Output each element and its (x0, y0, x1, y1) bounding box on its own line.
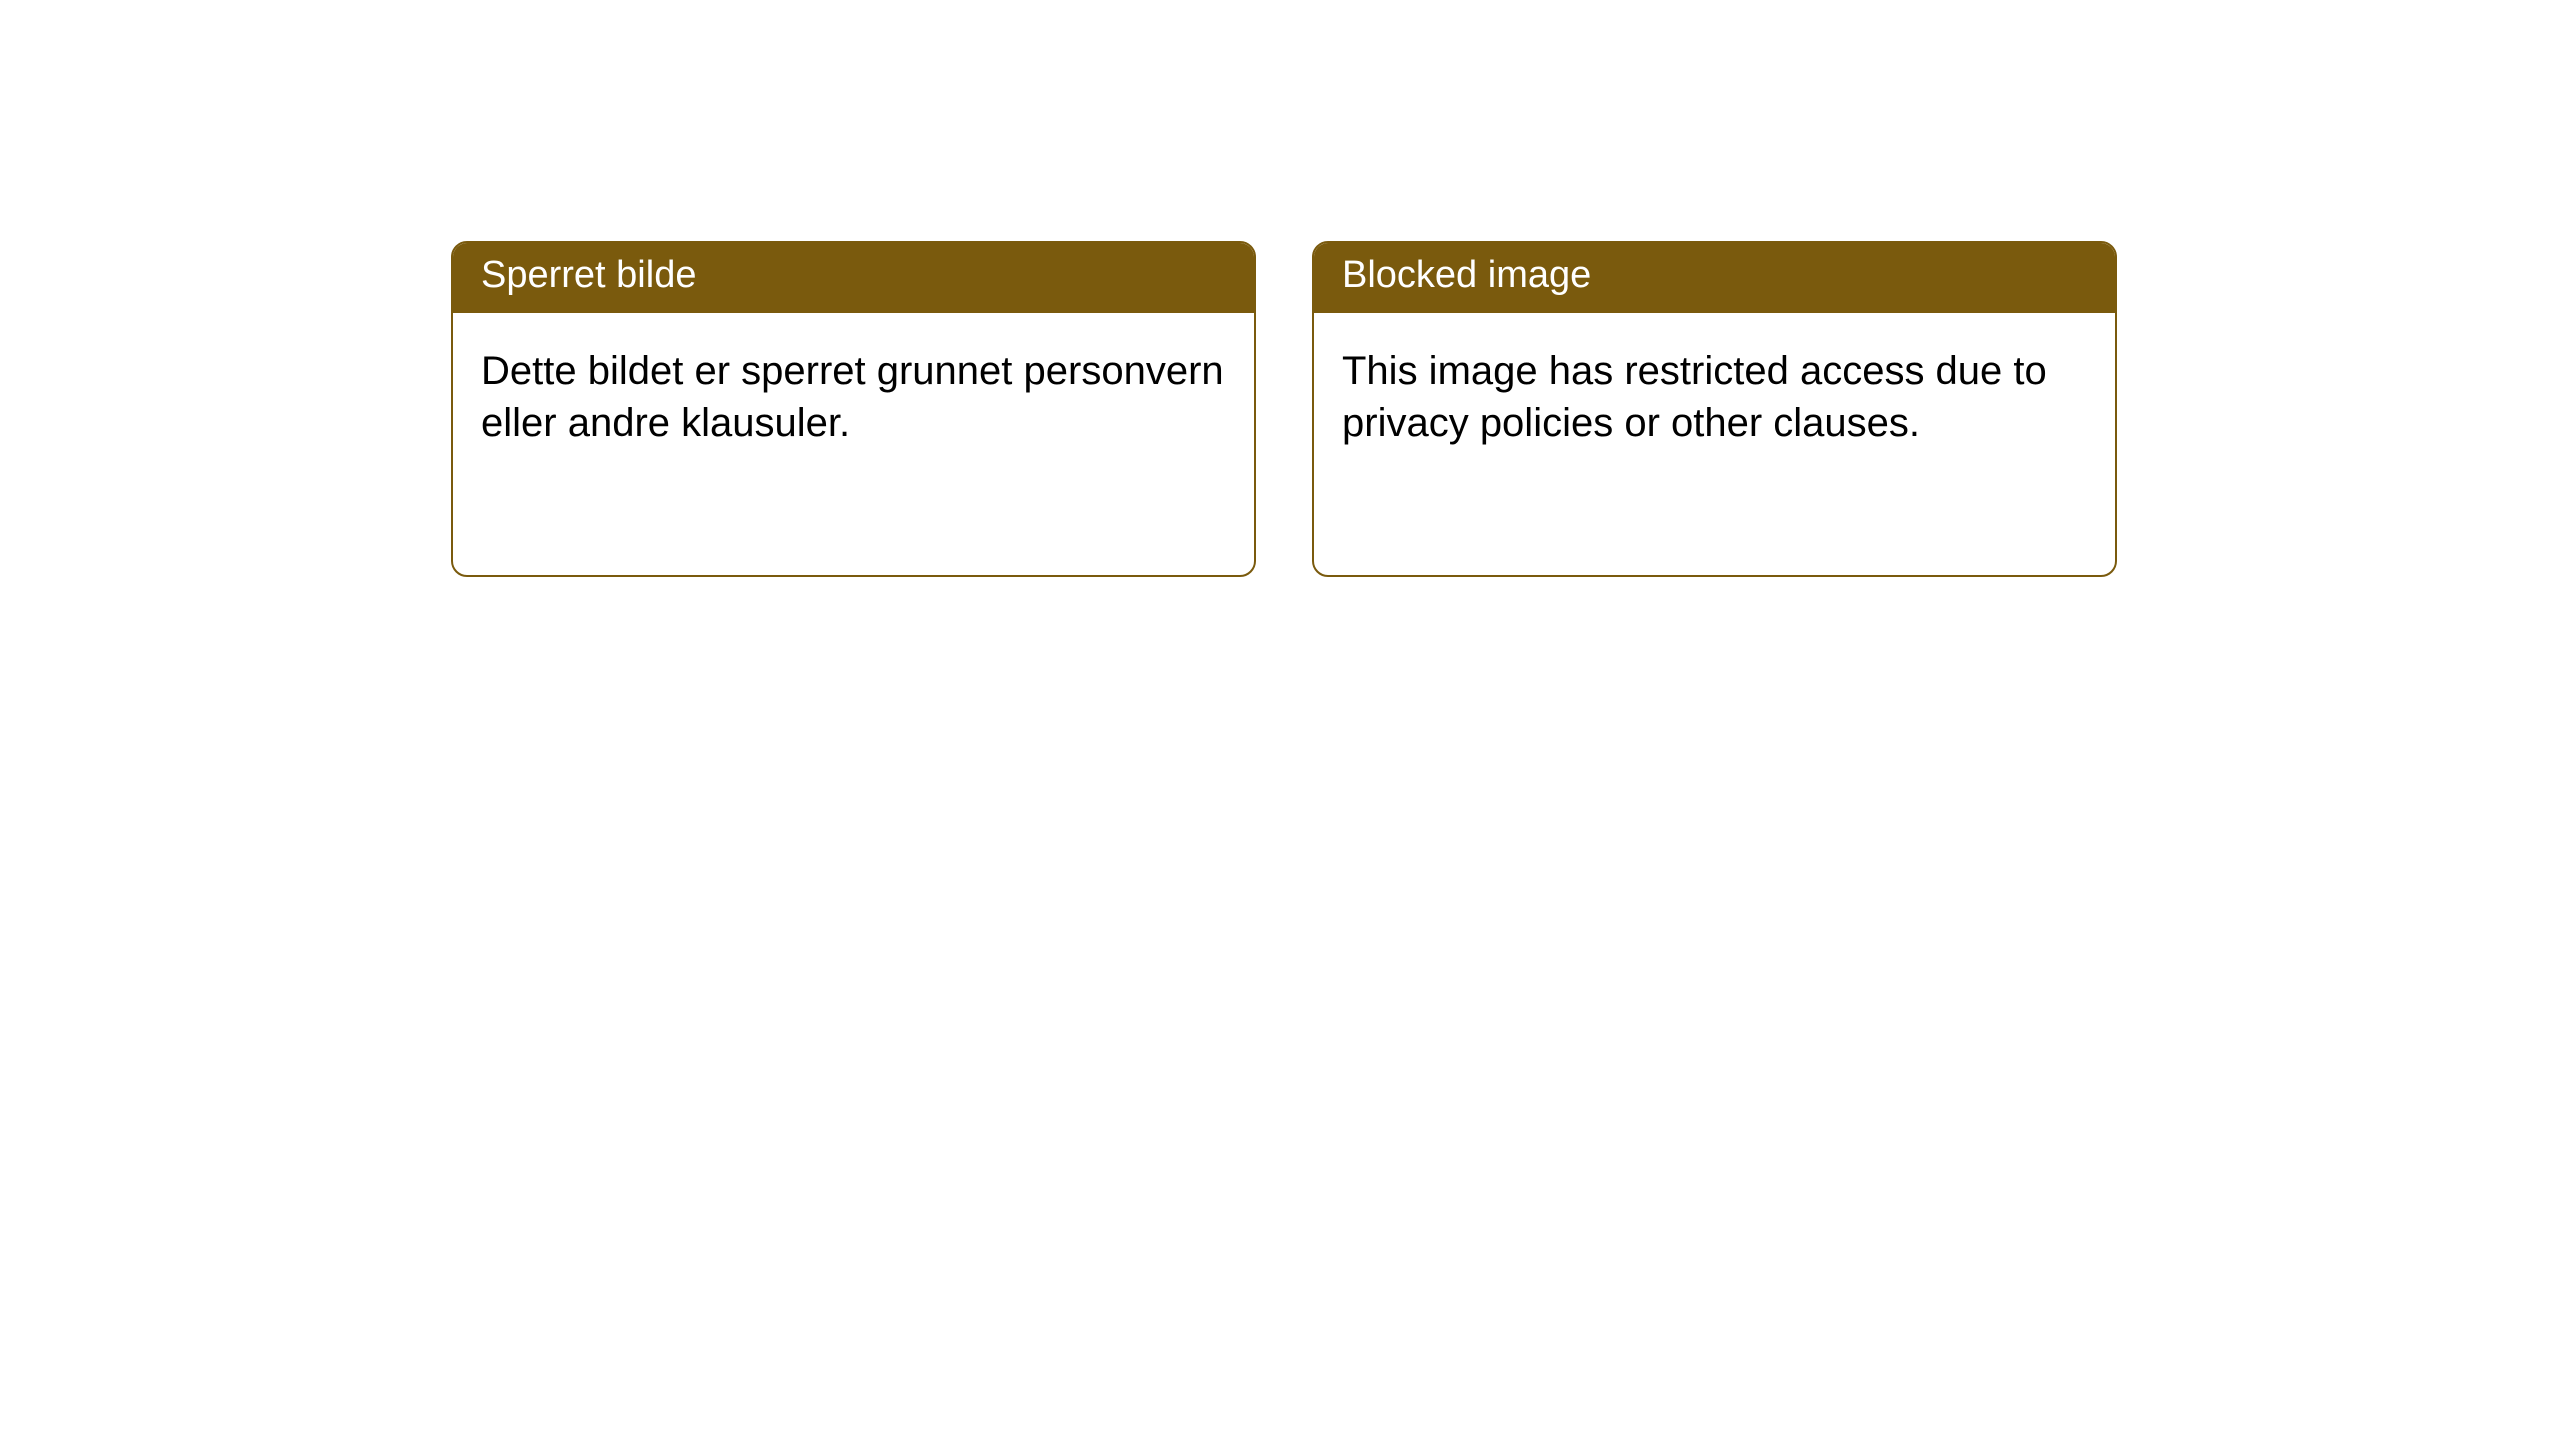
notice-header: Blocked image (1314, 243, 2115, 313)
notice-card-english: Blocked image This image has restricted … (1312, 241, 2117, 577)
notice-card-norwegian: Sperret bilde Dette bildet er sperret gr… (451, 241, 1256, 577)
notice-header: Sperret bilde (453, 243, 1254, 313)
notice-body: Dette bildet er sperret grunnet personve… (453, 313, 1254, 481)
notice-title: Blocked image (1342, 254, 1591, 296)
notice-title: Sperret bilde (481, 254, 696, 296)
notice-body-text: Dette bildet er sperret grunnet personve… (481, 349, 1224, 445)
notice-body-text: This image has restricted access due to … (1342, 349, 2047, 445)
notice-body: This image has restricted access due to … (1314, 313, 2115, 481)
notice-container: Sperret bilde Dette bildet er sperret gr… (451, 241, 2117, 577)
